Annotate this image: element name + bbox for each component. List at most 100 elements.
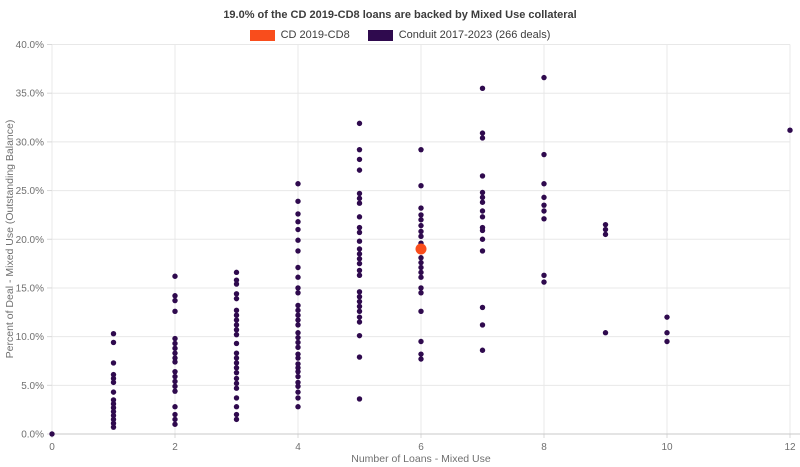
data-point[interactable] [172, 388, 178, 394]
data-point[interactable] [479, 322, 486, 328]
data-point[interactable] [356, 298, 363, 305]
data-point[interactable] [418, 274, 424, 280]
data-point[interactable] [233, 375, 240, 382]
data-point[interactable] [172, 335, 178, 342]
data-point[interactable] [110, 405, 117, 411]
data-point[interactable] [541, 181, 547, 187]
data-point[interactable] [233, 277, 240, 283]
data-point[interactable] [602, 226, 609, 233]
data-point[interactable] [172, 308, 178, 315]
data-point[interactable] [295, 211, 301, 217]
data-point[interactable] [356, 120, 363, 127]
data-point[interactable] [110, 401, 117, 407]
data-point[interactable] [356, 251, 363, 257]
data-point[interactable] [479, 189, 486, 196]
data-point[interactable] [110, 371, 117, 378]
data-point[interactable] [233, 291, 240, 297]
data-point[interactable] [295, 361, 301, 367]
data-point[interactable] [295, 395, 301, 401]
data-point[interactable] [172, 293, 178, 299]
data-point[interactable] [356, 200, 363, 206]
data-point[interactable] [110, 424, 117, 430]
data-point[interactable] [479, 173, 486, 179]
legend-item-conduit[interactable]: Conduit 2017-2023 (266 deals) [367, 29, 550, 41]
data-point[interactable] [233, 360, 240, 366]
data-point[interactable] [541, 194, 547, 201]
data-point[interactable] [172, 359, 178, 365]
data-point[interactable] [356, 332, 363, 339]
data-point[interactable] [541, 272, 547, 278]
data-point[interactable] [110, 379, 117, 386]
data-point[interactable] [233, 404, 240, 410]
data-point[interactable] [295, 264, 301, 271]
data-point[interactable] [356, 272, 363, 278]
data-point[interactable] [110, 331, 117, 337]
data-point[interactable] [233, 385, 240, 391]
data-point[interactable] [172, 411, 178, 418]
data-point[interactable] [233, 269, 240, 276]
data-point[interactable] [295, 365, 301, 371]
data-point[interactable] [295, 344, 301, 351]
data-point[interactable] [356, 238, 363, 244]
data-point[interactable] [418, 182, 424, 189]
data-point[interactable] [233, 281, 240, 287]
data-point[interactable] [418, 217, 424, 223]
data-point[interactable] [233, 411, 240, 418]
data-point[interactable] [418, 222, 424, 229]
data-point[interactable] [602, 221, 609, 228]
data-point[interactable] [479, 347, 486, 353]
data-point[interactable] [172, 340, 178, 347]
data-point[interactable] [110, 420, 117, 426]
data-point[interactable] [418, 338, 424, 345]
data-point[interactable] [110, 389, 117, 395]
data-point[interactable] [418, 285, 424, 291]
data-point[interactable] [602, 330, 609, 336]
data-point[interactable] [356, 303, 363, 310]
data-point[interactable] [415, 243, 427, 255]
data-point[interactable] [541, 279, 547, 285]
data-point[interactable] [418, 205, 424, 211]
data-point[interactable] [110, 360, 117, 366]
data-point[interactable] [356, 190, 363, 197]
data-point[interactable] [418, 351, 424, 357]
data-point[interactable] [418, 146, 424, 153]
data-point[interactable] [233, 416, 240, 423]
data-point[interactable] [356, 246, 363, 252]
data-point[interactable] [479, 85, 486, 92]
data-point[interactable] [233, 331, 240, 338]
data-point[interactable] [172, 273, 178, 279]
data-point[interactable] [233, 380, 240, 387]
data-point[interactable] [233, 395, 240, 401]
data-point[interactable] [172, 416, 178, 423]
data-point[interactable] [233, 295, 240, 302]
data-point[interactable] [295, 404, 301, 410]
data-point[interactable] [356, 214, 363, 220]
data-point[interactable] [172, 421, 178, 427]
data-point[interactable] [356, 229, 363, 236]
data-point[interactable] [541, 216, 547, 222]
data-point[interactable] [295, 339, 301, 346]
data-point[interactable] [233, 350, 240, 356]
data-point[interactable] [664, 338, 670, 345]
data-point[interactable] [356, 256, 363, 262]
data-point[interactable] [295, 383, 301, 389]
data-point[interactable] [479, 248, 486, 254]
data-point[interactable] [110, 375, 117, 382]
data-point[interactable] [356, 224, 363, 231]
data-point[interactable] [541, 208, 547, 214]
legend-item-cd-2019-cd8[interactable]: CD 2019-CD8 [249, 29, 350, 41]
data-point[interactable] [541, 74, 547, 81]
data-point[interactable] [172, 297, 178, 304]
data-point[interactable] [479, 304, 486, 311]
data-point[interactable] [356, 146, 363, 153]
data-point[interactable] [418, 264, 424, 271]
data-point[interactable] [479, 135, 486, 141]
data-point[interactable] [233, 369, 240, 376]
data-point[interactable] [295, 373, 301, 380]
data-point[interactable] [110, 339, 117, 346]
data-point[interactable] [418, 255, 424, 261]
data-point[interactable] [664, 314, 670, 320]
data-point[interactable] [418, 290, 424, 296]
data-point[interactable] [172, 355, 178, 361]
data-point[interactable] [172, 368, 178, 375]
